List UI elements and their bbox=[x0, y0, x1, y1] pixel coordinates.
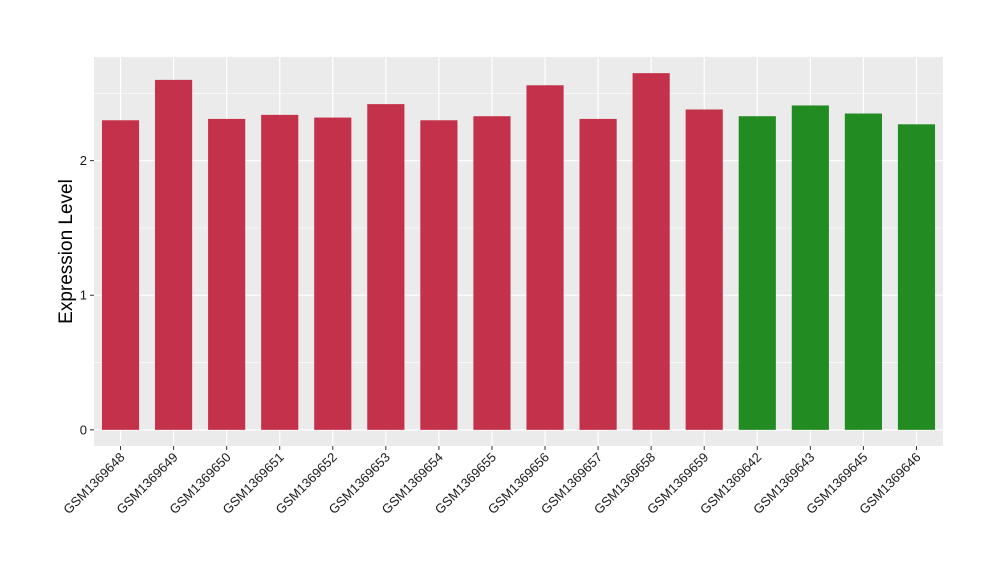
y-axis-title: Expression Level bbox=[56, 179, 77, 324]
bar-GSM1369657 bbox=[579, 118, 617, 430]
bar-GSM1369652 bbox=[314, 117, 352, 430]
y-tick-label: 1 bbox=[80, 288, 87, 303]
y-tick-label: 2 bbox=[80, 153, 87, 168]
bar-GSM1369649 bbox=[155, 79, 193, 430]
bar-GSM1369650 bbox=[208, 118, 246, 430]
bar-GSM1369645 bbox=[844, 113, 882, 430]
bar-GSM1369653 bbox=[367, 104, 405, 430]
bar-GSM1369659 bbox=[685, 109, 723, 430]
y-tick-label: 0 bbox=[80, 422, 87, 437]
bar-GSM1369646 bbox=[897, 124, 936, 430]
bar-GSM1369655 bbox=[473, 116, 511, 430]
bars bbox=[101, 73, 936, 430]
bar-GSM1369654 bbox=[420, 120, 458, 430]
y-axis: 0 1 2 bbox=[80, 153, 94, 437]
bar-GSM1369651 bbox=[261, 114, 299, 430]
bar-GSM1369656 bbox=[526, 85, 564, 430]
x-axis: GSM1369648GSM1369649GSM1369650GSM1369651… bbox=[60, 446, 924, 517]
bar-GSM1369658 bbox=[632, 73, 670, 430]
bar-GSM1369648 bbox=[101, 120, 140, 430]
bar-GSM1369643 bbox=[791, 105, 829, 430]
bar-GSM1369642 bbox=[738, 116, 776, 430]
